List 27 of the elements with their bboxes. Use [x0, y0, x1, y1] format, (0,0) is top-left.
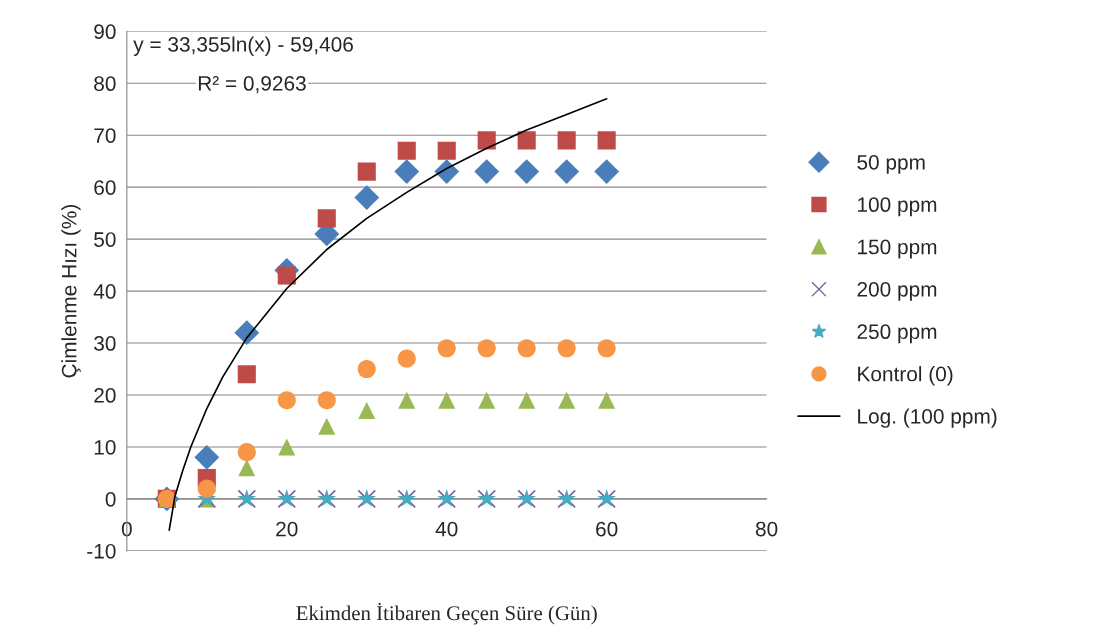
y-tick-label: 80 [94, 76, 116, 92]
x-tick-label: 80 [755, 521, 778, 537]
x-tick-label: 20 [276, 521, 298, 537]
annotation: y = 33,355ln(x) - 59,406 [133, 36, 353, 56]
y-tick-label: 70 [94, 128, 116, 143]
y-tick-label: 90 [94, 24, 116, 40]
legend-label: 100 ppm [858, 197, 937, 217]
x-tick-label: 60 [596, 521, 618, 537]
x-tick-label: 40 [435, 521, 458, 537]
y-tick-label: 10 [94, 439, 116, 455]
x-axis-title: Ekimden İtibaren Geçen Süre (Gün) [296, 602, 597, 625]
legend-label: 200 ppm [857, 281, 937, 301]
legend-label: Log. (100 ppm) [858, 408, 997, 428]
x-tick-label: 0 [121, 521, 132, 537]
legend-label: 50 ppm [857, 154, 925, 174]
y-axis-title: Çimlenme Hızı (%) [61, 204, 81, 378]
y-tick-label: 30 [94, 336, 116, 351]
y-tick-label: 40 [93, 284, 116, 299]
y-tick-label: -10 [87, 543, 116, 559]
legend-label: 250 ppm [857, 324, 937, 344]
y-tick-label: 50 [94, 232, 116, 247]
legend-label: Kontrol (0) [858, 366, 953, 386]
y-tick-label: 20 [94, 388, 116, 403]
y-tick-label: 60 [94, 180, 116, 195]
legend-label: 150 ppm [858, 239, 937, 259]
annotation: R² = 0,9263 [198, 76, 306, 94]
y-tick-label: 0 [105, 491, 116, 507]
